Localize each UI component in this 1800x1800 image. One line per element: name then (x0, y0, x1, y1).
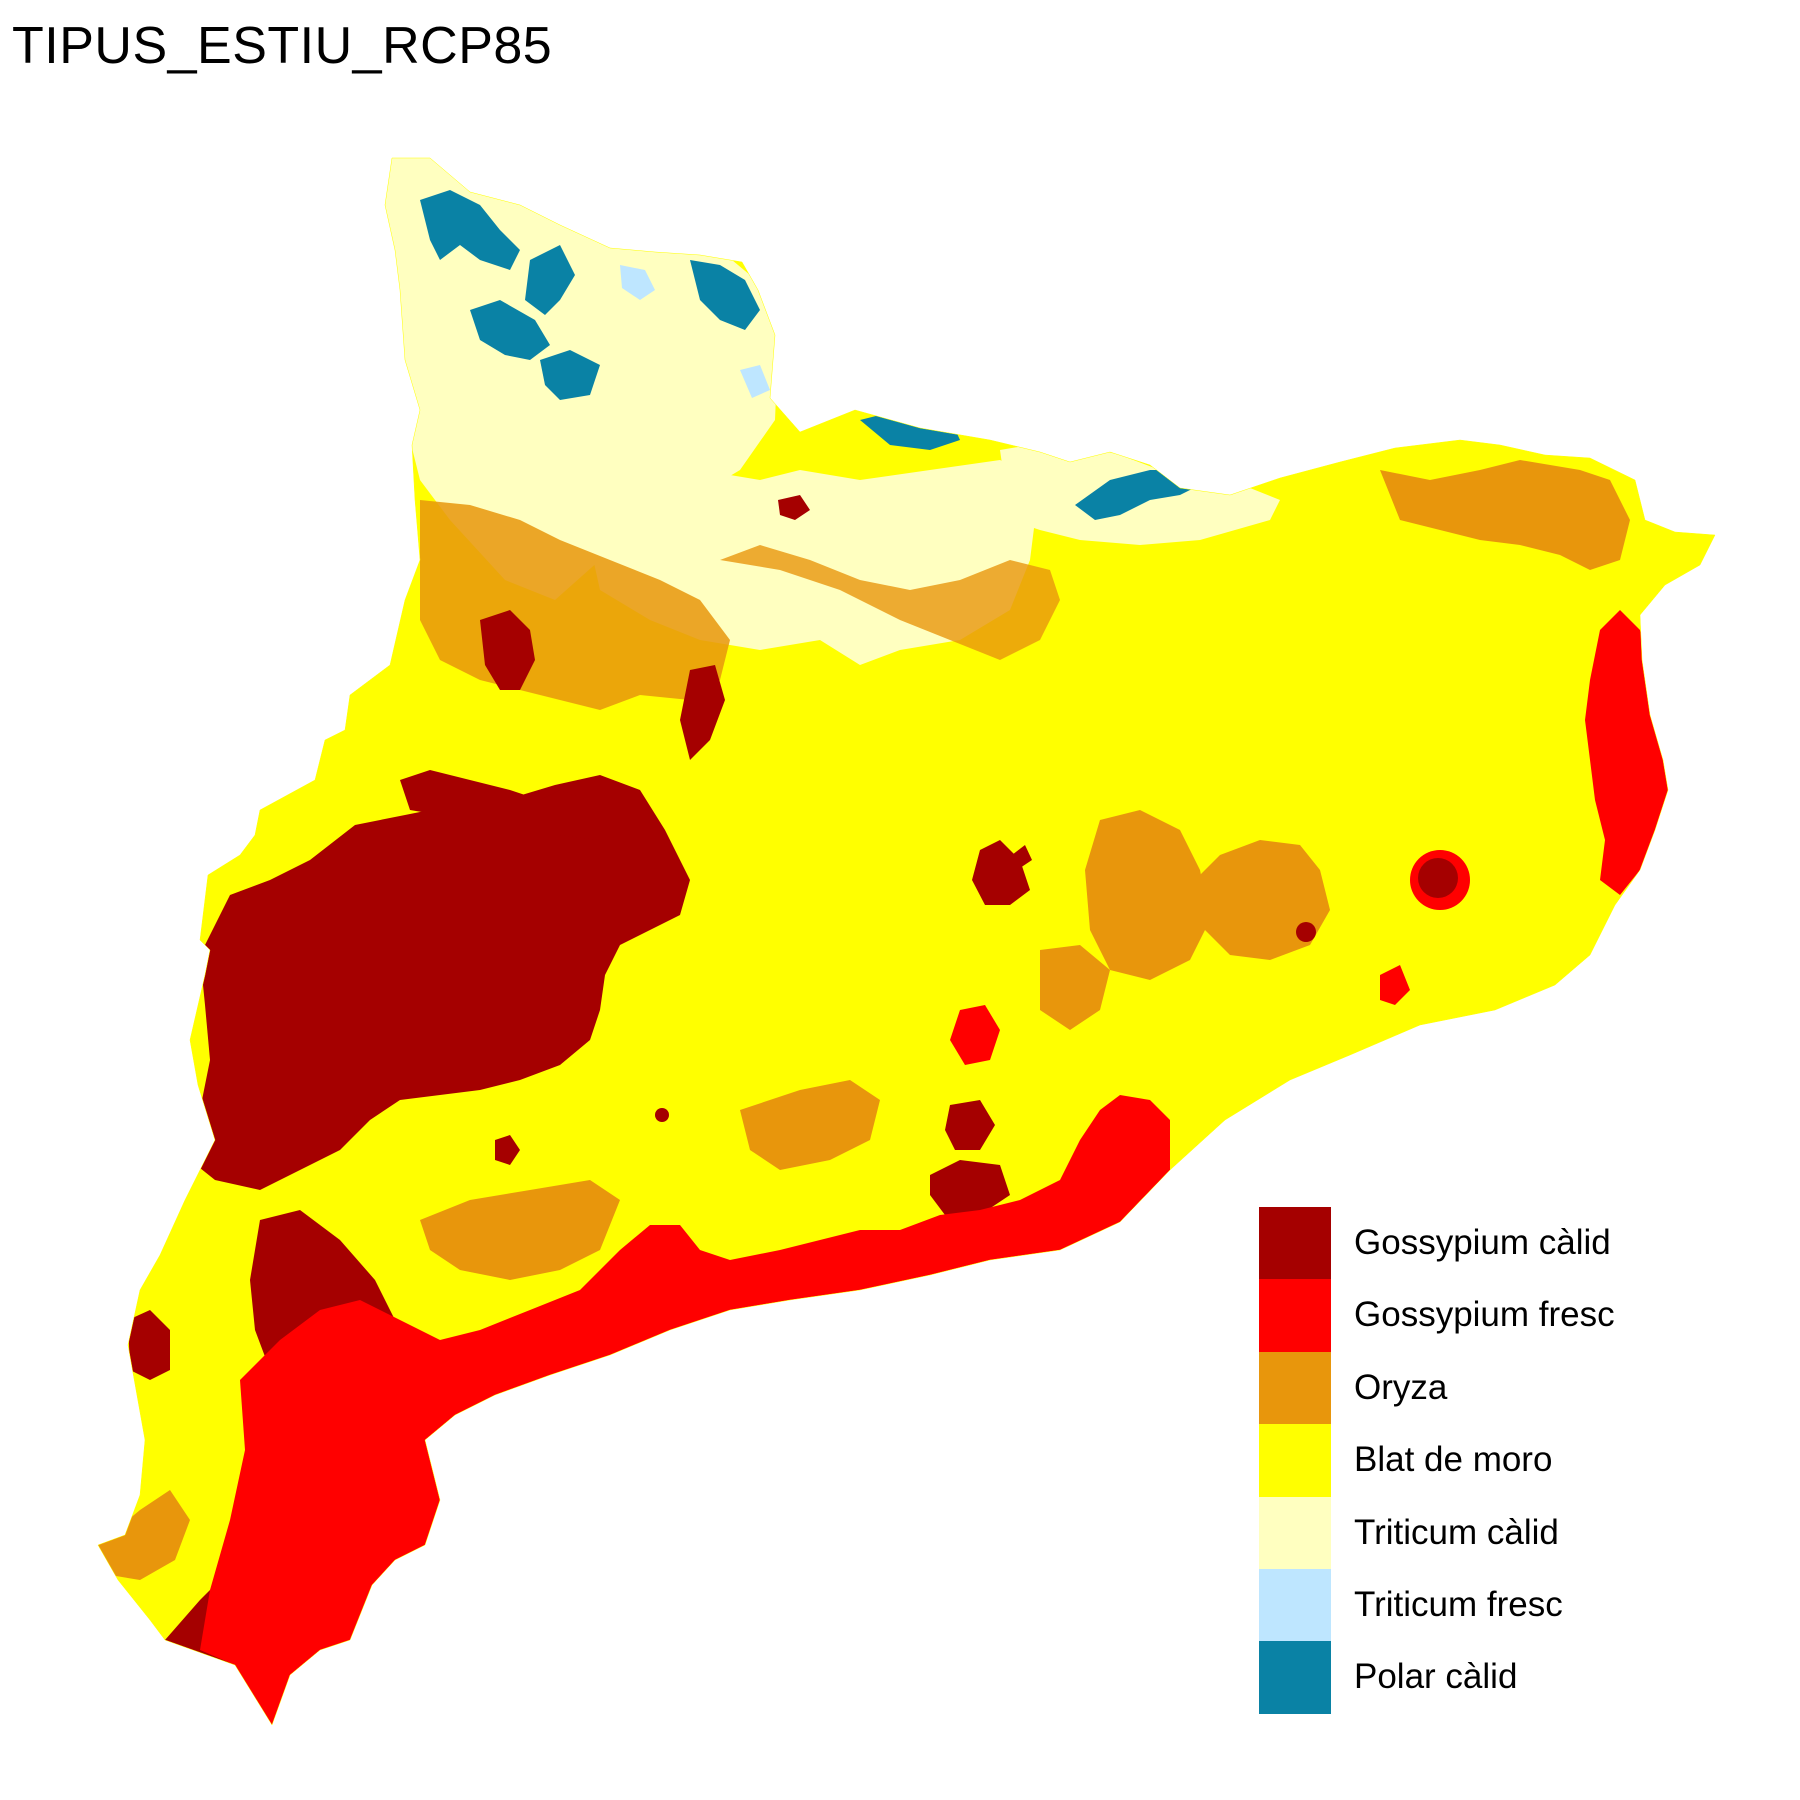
legend-item-oryza: Oryza (1259, 1351, 1679, 1425)
zone-gossypium-calid-west-edge (128, 1310, 170, 1380)
zone-oryza-band-northeast (1380, 460, 1630, 570)
legend-label-gossypium-calid: Gossypium càlid (1354, 1223, 1611, 1262)
zone-gossypium-calid-dot-2 (655, 1108, 669, 1122)
zone-gossypium-calid-dot-east (1296, 922, 1316, 942)
map-title: TIPUS_ESTIU_RCP85 (12, 17, 553, 75)
legend-item-polar-calid: Polar càlid (1259, 1641, 1679, 1714)
region-outline (97, 157, 1716, 1726)
zone-gossypium-calid-peak-central (972, 840, 1030, 905)
zone-gossypium-calid-north-b (680, 665, 725, 760)
legend-swatch-gossypium-fresc (1259, 1279, 1331, 1352)
zone-polar-calid-4 (540, 350, 600, 400)
legend-label-oryza: Oryza (1354, 1367, 1448, 1407)
zone-gossypium-fresc-central (950, 1005, 1000, 1065)
zone-oryza-south-west (420, 1180, 620, 1280)
zone-triticum-fresc-1 (620, 265, 655, 300)
legend-item-blat-de-moro: Blat de moro (1259, 1424, 1679, 1497)
zone-polar-calid-3 (470, 300, 550, 360)
legend-item-gossypium-calid: Gossypium càlid (1259, 1207, 1679, 1280)
legend-label-blat-de-moro: Blat de moro (1354, 1440, 1553, 1480)
legend-swatch-triticum-fresc (1259, 1568, 1331, 1642)
zone-oryza-band-central (720, 545, 1060, 660)
legend-swatch-oryza (1259, 1351, 1331, 1425)
legend-label-polar-calid: Polar càlid (1354, 1657, 1518, 1697)
zone-oryza-westcoast (98, 1490, 190, 1580)
zone-triticum-fresc-2 (740, 365, 770, 398)
legend-item-gossypium-fresc: Gossypium fresc (1259, 1279, 1679, 1352)
zone-gossypium-calid-coast-1 (945, 1100, 995, 1150)
zone-polar-calid-5 (690, 260, 760, 330)
legend-item-triticum-fresc: Triticum fresc (1259, 1568, 1679, 1642)
legend-swatch-blat-de-moro (1259, 1424, 1331, 1497)
legend-label-triticum-calid: Triticum càlid (1354, 1512, 1559, 1552)
zone-oryza-south-central (1040, 945, 1110, 1030)
legend-swatch-polar-calid (1259, 1641, 1331, 1714)
zone-oryza-south (740, 1080, 880, 1170)
zone-gossypium-calid-small-1 (778, 495, 810, 520)
legend-label-gossypium-fresc: Gossypium fresc (1354, 1295, 1615, 1335)
legend-swatch-gossypium-calid (1259, 1207, 1331, 1280)
zone-polar-calid-2 (525, 245, 575, 315)
zone-gossypium-calid-dot-3 (495, 1135, 520, 1165)
zone-gossypium-calid-center-east (1418, 858, 1458, 898)
zone-gossypium-fresc-coast-south (200, 1095, 1170, 1725)
zone-gossypium-fresc-east-patch (1380, 965, 1410, 1005)
zone-gossypium-calid-west (190, 775, 690, 1190)
zone-oryza-mountains-east (1085, 810, 1210, 980)
zone-gossypium-calid-west-arm (400, 770, 620, 840)
legend-swatch-triticum-calid (1259, 1496, 1331, 1569)
zone-polar-calid-1 (420, 190, 520, 270)
zone-gossypium-calid-north-a (480, 610, 535, 690)
zone-gossypium-calid-coast-2 (930, 1160, 1010, 1215)
legend-label-triticum-fresc: Triticum fresc (1354, 1584, 1563, 1624)
legend-item-triticum-calid: Triticum càlid (1259, 1496, 1679, 1569)
legend: Gossypium càlid Gossypium fresc Oryza Bl… (1259, 1207, 1679, 1714)
